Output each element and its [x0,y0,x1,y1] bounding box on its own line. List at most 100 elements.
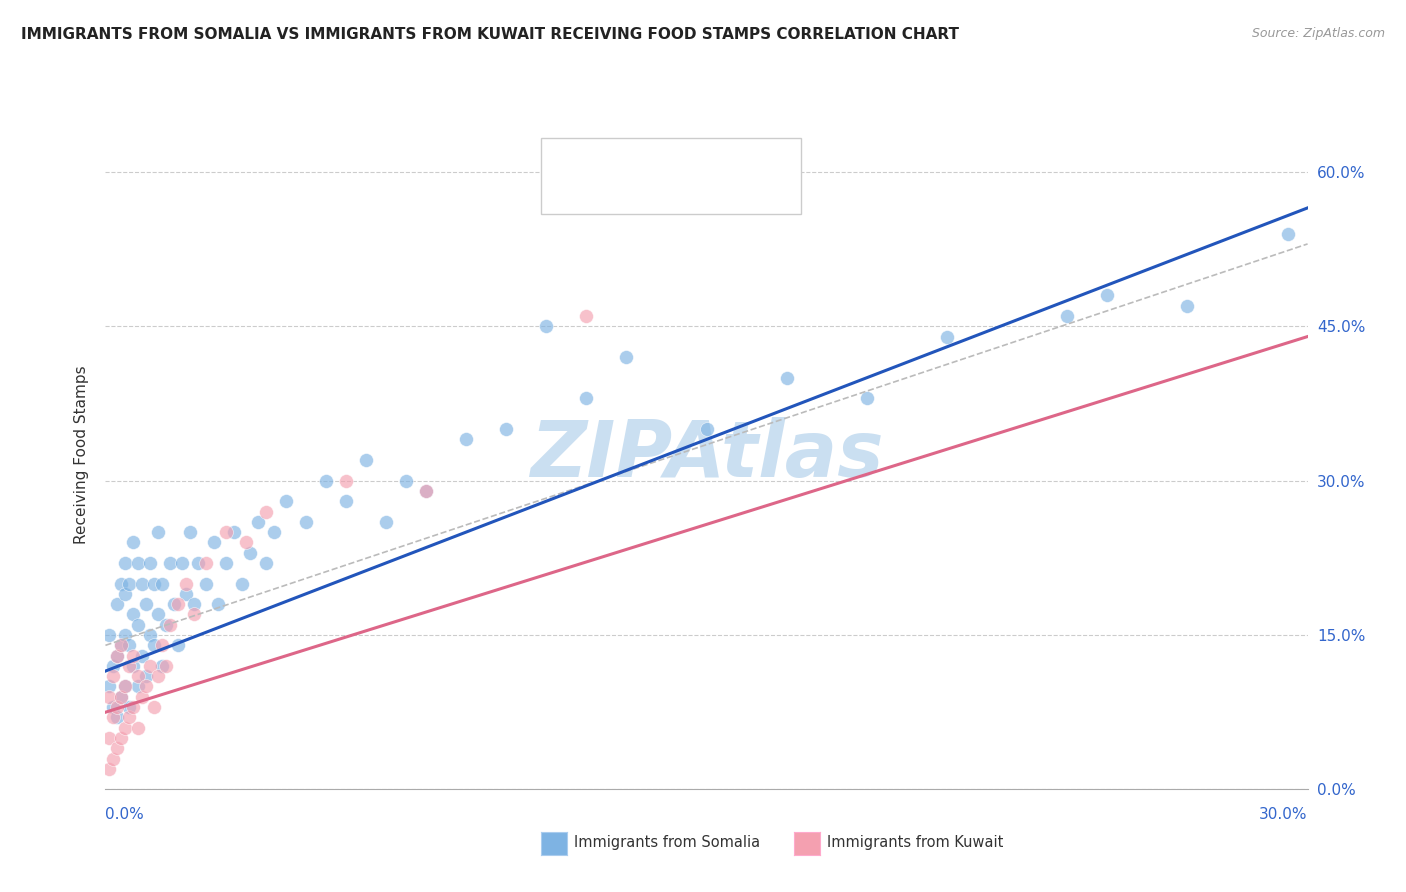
Point [122,648,145,663]
Point [98,762,121,776]
Point [183,597,205,611]
Point [146,607,169,622]
Point [246,515,269,529]
Point [187,556,209,570]
Point [776,370,799,384]
Point [131,648,153,663]
Text: Source: ZipAtlas.com: Source: ZipAtlas.com [1251,27,1385,40]
Point [335,494,357,508]
Point [103,751,125,765]
Point [202,535,225,549]
Point [110,690,132,704]
Point [98,628,121,642]
Point [114,587,136,601]
Text: 30.0%: 30.0% [1260,807,1308,822]
Point [122,535,145,549]
Point [122,607,145,622]
Point [103,710,125,724]
Point [107,700,129,714]
Point [98,731,121,745]
Text: IMMIGRANTS FROM SOMALIA VS IMMIGRANTS FROM KUWAIT RECEIVING FOOD STAMPS CORRELAT: IMMIGRANTS FROM SOMALIA VS IMMIGRANTS FR… [21,27,959,42]
Point [114,556,136,570]
Text: 0.0%: 0.0% [105,807,145,822]
Point [107,648,129,663]
Point [207,597,229,611]
Point [118,638,141,652]
Point [214,525,236,540]
Point [131,576,153,591]
Point [127,721,149,735]
Point [127,680,149,694]
Text: ZIPAtlas: ZIPAtlas [530,417,883,493]
Point [110,638,132,652]
Point [616,350,638,364]
Point [415,483,437,498]
Point [118,659,141,673]
Point [174,576,197,591]
Point [110,638,132,652]
Point [315,474,337,488]
Point [110,576,132,591]
Point [114,680,136,694]
Point [274,494,297,508]
Point [135,680,157,694]
Text: Immigrants from Somalia: Immigrants from Somalia [574,836,759,850]
Point [174,587,197,601]
Point [142,638,165,652]
Point [150,638,173,652]
Point [374,515,398,529]
Point [395,474,418,488]
Point [98,680,121,694]
Point [150,576,173,591]
Point [142,576,165,591]
Y-axis label: Receiving Food Stamps: Receiving Food Stamps [73,366,89,544]
Point [1177,299,1199,313]
Point [415,483,437,498]
Point [575,392,598,406]
Point [127,617,149,632]
Point [107,648,129,663]
Point [98,690,121,704]
Point [239,546,262,560]
Point [131,690,153,704]
Point [118,576,141,591]
Point [159,617,181,632]
Point [114,721,136,735]
Text: Immigrants from Kuwait: Immigrants from Kuwait [827,836,1002,850]
Point [534,319,557,334]
Point [254,504,277,518]
Point [575,309,598,323]
Point [110,690,132,704]
Point [138,628,160,642]
Point [454,433,477,447]
Point [335,474,357,488]
Point [146,525,169,540]
Point [222,525,245,540]
Point [235,535,257,549]
Point [194,576,217,591]
Point [138,556,160,570]
Point [166,597,188,611]
Point [135,597,157,611]
Point [114,680,136,694]
Point [122,659,145,673]
Point [170,556,193,570]
Point [118,700,141,714]
Point [855,392,877,406]
Point [138,659,160,673]
Point [162,597,184,611]
Point [103,669,125,683]
Point [155,659,177,673]
Point [122,700,145,714]
Point [166,638,188,652]
Point [110,731,132,745]
Point [155,617,177,632]
Point [696,422,718,436]
Point [107,710,129,724]
Point [118,710,141,724]
Point [103,700,125,714]
Point [495,422,517,436]
Point [1097,288,1119,302]
Point [146,669,169,683]
Point [114,628,136,642]
